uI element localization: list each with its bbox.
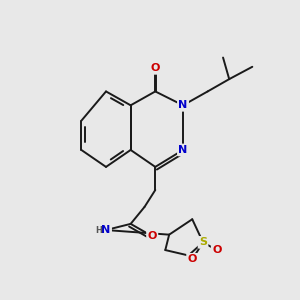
Text: O: O bbox=[212, 245, 222, 255]
Text: H: H bbox=[96, 226, 103, 235]
Text: N: N bbox=[101, 225, 111, 235]
Text: N: N bbox=[178, 100, 188, 110]
Text: O: O bbox=[151, 63, 160, 73]
Text: S: S bbox=[199, 237, 207, 248]
Text: O: O bbox=[188, 254, 197, 264]
Text: O: O bbox=[148, 231, 157, 241]
Text: N: N bbox=[178, 145, 188, 155]
